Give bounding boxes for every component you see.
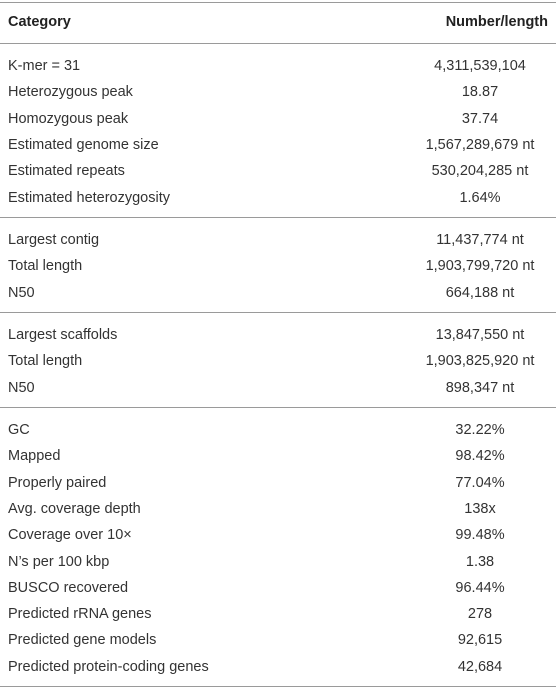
row-value: 37.74 — [461, 110, 499, 127]
group-rule — [0, 686, 556, 687]
row-value: 77.04% — [455, 474, 505, 491]
row-label: N’s per 100 kbp — [8, 553, 110, 570]
row-value: 1.64% — [459, 189, 501, 206]
header-cell: Category — [8, 14, 71, 30]
row-value: 18.87 — [461, 84, 499, 101]
row-label: Properly paired — [8, 474, 107, 491]
row-value: 138x — [464, 500, 496, 517]
row-label: BUSCO recovered — [8, 579, 129, 596]
row-value: 4,311,539,104 — [434, 58, 526, 74]
row-label: N50 — [8, 379, 35, 396]
header-rule — [0, 43, 556, 44]
row-label: Predicted gene models — [8, 632, 157, 649]
row-value: 42,684 — [457, 658, 503, 675]
row-label: Total length — [8, 353, 83, 370]
row-label: K-mer = 31 — [8, 58, 81, 74]
row-value: 92,615 — [457, 632, 503, 649]
row-value: 96.44% — [455, 579, 505, 596]
row-label: Avg. coverage depth — [8, 500, 141, 517]
row-value: 1,903,799,720 nt — [425, 258, 535, 275]
row-label: Largest scaffolds — [8, 327, 118, 343]
header-cell: Number/length — [445, 14, 548, 30]
row-value: 1,567,289,679 nt — [425, 136, 535, 153]
row-label: Heterozygous peak — [8, 84, 133, 101]
row-label: Predicted protein-coding genes — [8, 658, 209, 675]
group-rule — [0, 407, 556, 408]
row-value: 11,437,774 nt — [436, 232, 524, 248]
row-label: Total length — [8, 258, 83, 275]
row-label: Coverage over 10× — [8, 527, 132, 544]
group-rule — [0, 217, 556, 218]
row-value: 1.38 — [465, 553, 495, 570]
group-rule — [0, 312, 556, 313]
row-value: 898,347 nt — [445, 379, 515, 396]
row-label: Predicted rRNA genes — [8, 606, 152, 623]
row-value: 530,204,285 nt — [431, 163, 529, 180]
row-value: 278 — [467, 606, 493, 623]
row-value: 13,847,550 nt — [435, 327, 525, 343]
row-value: 32.22% — [455, 422, 505, 438]
row-label: N50 — [8, 284, 35, 301]
top-rule — [0, 2, 556, 3]
row-label: Estimated heterozygosity — [8, 189, 170, 206]
row-label: Largest contig — [8, 232, 100, 248]
row-label: GC — [8, 422, 30, 438]
row-label: Estimated repeats — [8, 163, 125, 180]
row-value: 98.42% — [455, 448, 505, 465]
row-value: 664,188 nt — [445, 284, 515, 301]
row-label: Estimated genome size — [8, 136, 159, 153]
row-label: Mapped — [8, 448, 61, 465]
row-label: Homozygous peak — [8, 110, 129, 127]
row-value: 99.48% — [455, 527, 505, 544]
row-value: 1,903,825,920 nt — [425, 353, 535, 370]
